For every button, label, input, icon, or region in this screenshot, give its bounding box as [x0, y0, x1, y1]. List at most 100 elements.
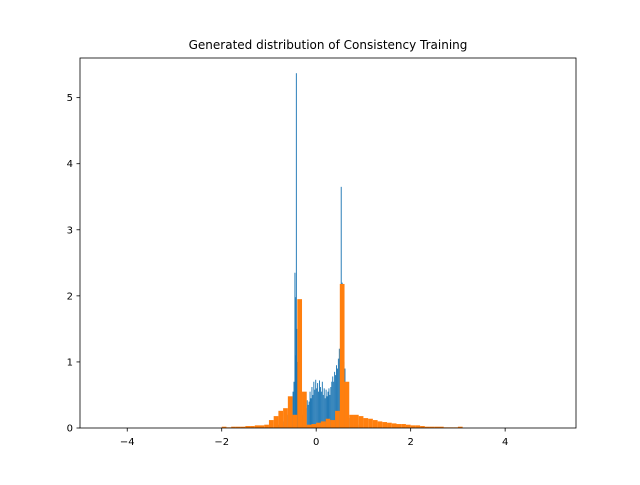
- histogram-bar-series-2-13: [283, 408, 288, 428]
- histogram-bar-series-1-49: [326, 396, 328, 428]
- histogram-bar-series-1-12: [294, 272, 296, 428]
- histogram-bar-series-2-35: [387, 422, 392, 428]
- histogram-bar-series-2-22: [325, 418, 331, 428]
- histogram-bar-series-1-13: [294, 355, 296, 428]
- histogram-bar-series-2-42: [420, 426, 425, 428]
- histogram-bar-series-1-31: [309, 391, 311, 428]
- histogram-bar-series-2-20: [316, 422, 321, 428]
- histogram-bar-series-1-40: [318, 391, 320, 428]
- histogram-bar-series-2-12: [278, 410, 284, 428]
- histogram-bar-series-2-34: [382, 422, 388, 428]
- histogram-bar-series-1-36: [314, 389, 316, 428]
- histogram-bar-series-2-23: [330, 420, 336, 428]
- histogram-bar-series-1-28: [306, 400, 308, 428]
- histogram-bar-series-2-39: [405, 424, 411, 428]
- y-tick-label: 0: [67, 424, 73, 435]
- histogram-bar-series-2-7: [254, 425, 260, 428]
- y-tick-label: 4: [67, 159, 73, 170]
- histogram-bar-series-2-44: [429, 426, 435, 428]
- histogram-bar-series-1-62: [338, 348, 340, 428]
- histogram-bar-series-1-47: [324, 398, 326, 428]
- histogram-bar-series-2-30: [363, 418, 369, 428]
- histogram-bar-series-1-43: [320, 391, 322, 428]
- x-tick-label: 4: [502, 437, 508, 448]
- histogram-bar-series-2-40: [410, 425, 416, 428]
- histogram-bar-series-2-21: [320, 421, 326, 428]
- histogram-bar-series-1-17: [296, 361, 298, 428]
- histogram-bar-series-2-9: [264, 424, 269, 428]
- histogram-bar-series-1-41: [319, 380, 320, 428]
- histogram-bar-series-1-51: [328, 388, 330, 428]
- histogram-bar-series-2-33: [377, 421, 383, 428]
- histogram-bar-series-2-38: [401, 424, 406, 428]
- histogram-bar-series-2-29: [358, 416, 364, 428]
- histogram-bar-series-1-39: [317, 383, 319, 428]
- histogram-bar-series-2-17: [302, 391, 307, 428]
- histogram-bar-series-1-45: [322, 394, 324, 428]
- x-tick-label: −2: [214, 437, 229, 448]
- histogram-bar-series-2-50: [457, 426, 463, 428]
- histogram-bar-series-2-16: [297, 299, 303, 428]
- histogram-bar-series-1-15: [295, 73, 297, 428]
- histogram-bar-series-2-14: [287, 396, 293, 428]
- histogram-bar-series-1-60: [336, 368, 338, 428]
- histogram-bar-series-2-27: [349, 414, 354, 428]
- histogram-bar-series-1-50: [327, 391, 329, 428]
- histogram-bar-series-2-26: [344, 381, 350, 428]
- histogram-bar-series-1-10: [292, 391, 294, 428]
- histogram-bar-series-2-6: [250, 426, 255, 428]
- chart-title: Generated distribution of Consistency Tr…: [189, 38, 468, 52]
- y-axis: 0 1 2 3 4 5: [67, 93, 80, 435]
- histogram-bar-series-2-45: [434, 426, 440, 428]
- bars-layer: [221, 73, 463, 429]
- histogram-bar-series-2-3: [235, 426, 241, 428]
- x-tick-label: 0: [313, 437, 319, 448]
- histogram-bar-series-2-43: [424, 426, 430, 428]
- histogram-bar-series-2-8: [259, 425, 265, 428]
- y-tick-label: 3: [67, 225, 73, 236]
- histogram-bar-series-2-46: [439, 426, 444, 428]
- histogram-bar-series-1-54: [331, 381, 333, 428]
- histogram-bar-series-2-37: [396, 424, 402, 428]
- histogram-bar-series-2-36: [391, 423, 397, 429]
- histogram-bar-series-1-52: [329, 394, 331, 428]
- x-tick-label: −4: [120, 437, 135, 448]
- histogram-bar-series-1-59: [336, 365, 337, 428]
- histogram-bar-series-2-4: [240, 426, 246, 428]
- histogram-bar-series-2-41: [415, 425, 421, 428]
- histogram-bar-series-2-15: [292, 414, 298, 428]
- histogram-bar-series-2-11: [273, 416, 279, 428]
- histogram-bar-series-2-0: [221, 426, 227, 428]
- histogram-bar-series-1-48: [325, 389, 327, 428]
- histogram-bar-series-1-61: [337, 358, 339, 429]
- histogram-bar-series-1-44: [321, 381, 323, 428]
- histogram-bar-series-2-5: [245, 426, 251, 428]
- y-tick-label: 5: [67, 93, 73, 104]
- histogram-bar-series-1-42: [319, 387, 321, 428]
- x-tick-label: 2: [407, 437, 413, 448]
- histogram-bar-series-1-53: [330, 387, 332, 428]
- histogram-bar-series-2-18: [306, 424, 312, 428]
- histogram-bar-series-2-19: [311, 424, 317, 428]
- histogram-bar-series-1-58: [335, 375, 337, 428]
- histogram-bar-series-1-32: [310, 398, 312, 428]
- histogram-bar-series-2-10: [268, 420, 274, 428]
- y-tick-label: 2: [67, 291, 73, 302]
- histogram-bar-series-1-46: [323, 388, 325, 428]
- y-tick-label: 1: [67, 357, 73, 368]
- histogram-bar-series-1-57: [334, 371, 336, 428]
- histogram-bar-series-2-28: [353, 414, 359, 428]
- histogram-bar-series-2-2: [231, 426, 236, 428]
- histogram-bar-series-2-32: [372, 420, 378, 428]
- x-axis: −4 −2 0 2 4: [120, 428, 508, 448]
- histogram-bar-series-1-33: [311, 387, 313, 428]
- histogram-bar-series-2-24: [335, 410, 340, 428]
- histogram-bar-series-1-11: [293, 381, 295, 428]
- histogram-bar-series-2-25: [339, 283, 345, 428]
- histogram-bar-series-1-35: [313, 381, 315, 428]
- histogram-bar-series-1-30: [308, 401, 310, 428]
- histogram-bar-series-2-31: [368, 418, 373, 428]
- histogram-bar-series-1-38: [316, 388, 318, 428]
